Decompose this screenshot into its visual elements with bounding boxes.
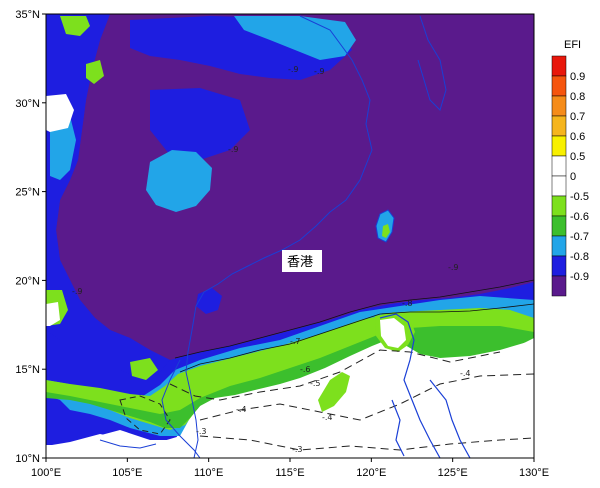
lat-tick-label: 35°N	[15, 9, 40, 21]
legend-swatch	[551, 115, 567, 137]
lat-tick-label: 30°N	[15, 98, 40, 110]
legend-swatch	[551, 235, 567, 257]
contour-label: -.9	[314, 67, 325, 76]
legend-label: -0.8	[570, 251, 589, 263]
legend-label: 0.6	[570, 131, 585, 143]
contour-neg08-line	[179, 303, 534, 373]
efi-patch-nw-blue	[46, 14, 170, 378]
efi-patch-nw-green2	[86, 60, 104, 84]
hong-kong-label-box	[282, 250, 322, 272]
legend-swatch	[551, 175, 567, 197]
contour-neg09-line	[174, 279, 534, 359]
legend-swatch	[551, 135, 567, 157]
contour-label: -.8	[402, 299, 413, 308]
axis-ticks: 100°E 105°E 110°E 115°E 120°E 125°E 130°E 10°N 1…	[15, 9, 549, 479]
contour-label: -.9	[448, 263, 459, 272]
lon-tick-label: 120°E	[356, 467, 386, 479]
legend-swatch	[551, 195, 567, 217]
lon-tick-label: 100°E	[31, 467, 61, 479]
contour-label: -.9	[288, 65, 299, 74]
legend-swatch	[551, 215, 567, 237]
contour-label: -.4	[236, 405, 247, 414]
efi-patch-nw-green	[60, 16, 90, 36]
lon-tick-label: 130°E	[519, 467, 549, 479]
legend-swatch	[551, 275, 567, 297]
legend-title: EFI	[564, 39, 581, 51]
legend-label: 0.8	[570, 91, 585, 103]
coastline-vietnam	[99, 359, 201, 458]
legend-label: -0.5	[570, 191, 589, 203]
lat-tick-label: 10°N	[15, 453, 40, 465]
contour-label: -.6	[300, 365, 311, 374]
efi-taiwan-green	[382, 224, 390, 238]
coastline-china	[185, 15, 373, 458]
contour-neg03	[199, 435, 534, 451]
legend-swatch	[551, 155, 567, 177]
contour-label: -.7	[290, 337, 301, 346]
legend-label: -0.7	[570, 231, 589, 243]
lon-tick-label: 110°E	[194, 467, 223, 479]
efi-pocket-lightblue-1	[146, 150, 212, 212]
legend-swatch	[551, 255, 567, 277]
hong-kong-label: 香港	[287, 255, 313, 270]
efi-patch-north-blue2	[150, 88, 250, 160]
efi-pocket-lightblue-3	[50, 116, 76, 180]
contour-label: -.3	[292, 445, 303, 454]
map-field: -.9 -.9 -.8 -.7 -.6 -.5 -.4 -.4 -.3 -.3 …	[46, 14, 534, 458]
efi-band-neg05	[46, 326, 534, 428]
efi-green-blob-scs	[318, 372, 350, 412]
contour-label: -.3	[196, 427, 207, 436]
legend-swatch	[551, 95, 567, 117]
coastline-taiwan	[375, 209, 395, 243]
contour-neg05	[169, 349, 501, 401]
legend: 0.9 0.8 0.7 0.6 0.5 0 -0.5 -0.6 -0.7 -0.8 -0.9	[551, 55, 589, 297]
lon-tick-label: 125°E	[438, 467, 468, 479]
coastline-korea	[417, 15, 447, 111]
lat-tick-label: 15°N	[15, 364, 40, 376]
contour-label: -.4	[460, 369, 471, 378]
contour-label: -.9	[72, 287, 83, 296]
coastline-philippines	[379, 313, 471, 458]
efi-white-nw	[46, 94, 74, 132]
lat-tick-label: 20°N	[15, 275, 40, 287]
efi-patch-sw-green	[130, 358, 158, 380]
efi-white-philippines	[380, 318, 406, 348]
contour-neg04	[199, 373, 534, 421]
lon-tick-label: 115°E	[275, 467, 304, 479]
contour-south-small	[119, 395, 171, 435]
lon-tick-label: 105°E	[112, 467, 142, 479]
legend-label: 0.9	[570, 71, 585, 83]
efi-white-south	[46, 338, 534, 458]
contour-label: -.9	[228, 145, 239, 154]
contour-label: -.4	[322, 413, 333, 422]
lat-tick-label: 25°N	[15, 187, 40, 199]
efi-white-w	[46, 302, 60, 326]
legend-label: -0.6	[570, 211, 589, 223]
legend-label: -0.9	[570, 271, 589, 283]
legend-label: 0.5	[570, 151, 585, 163]
contour-label: -.5	[310, 379, 321, 388]
legend-label: 0	[570, 171, 576, 183]
legend-label: 0.7	[570, 111, 585, 123]
legend-swatch	[551, 75, 567, 97]
efi-pocket-lightblue-2	[234, 16, 356, 60]
legend-swatch	[551, 55, 567, 77]
